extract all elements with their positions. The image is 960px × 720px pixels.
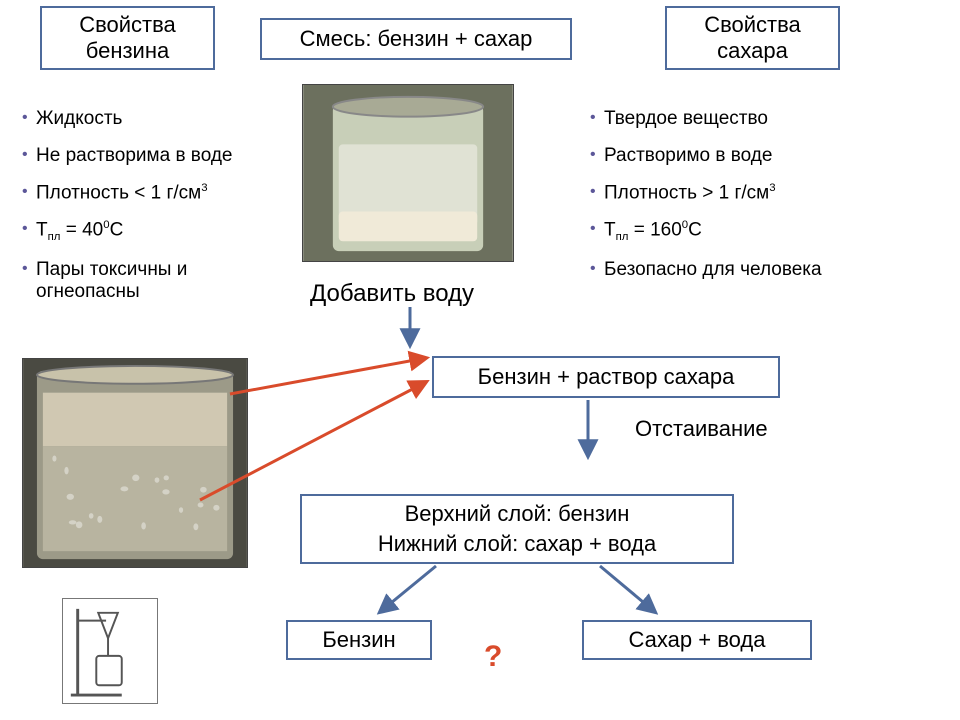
bullets-sugar: Твердое вещество Растворимо в воде Плотн…: [590, 108, 850, 295]
photo-layers-beaker: [22, 358, 248, 568]
bullet-sugar-1: Растворимо в воде: [590, 145, 850, 168]
bullet-gasoline-4: Пары токсичны и огнеопасны: [22, 259, 272, 305]
box-gasoline-sugar-solution: Бензин + раствор сахара: [432, 356, 780, 398]
question-mark: ?: [484, 640, 502, 674]
step2-line1: Верхний слой: бензин: [310, 499, 724, 529]
label-add-water: Добавить воду: [310, 280, 474, 308]
header-box-gasoline: Свойства бензина: [40, 6, 215, 70]
box-layers: Верхний слой: бензин Нижний слой: сахар …: [300, 494, 734, 564]
box-output-sugar-water: Сахар + вода: [582, 620, 812, 660]
photo-mixture-beaker: [302, 84, 514, 262]
bullet-gasoline-1: Не растворима в воде: [22, 145, 272, 168]
header-right-text: Свойства сахара: [704, 12, 801, 64]
bullets-gasoline: Жидкость Не растворима в воде Плотность …: [22, 108, 272, 318]
box-output-gasoline: Бензин: [286, 620, 432, 660]
bullet-gasoline-0: Жидкость: [22, 108, 272, 131]
bullet-sugar-4: Безопасно для человека: [590, 259, 850, 282]
bullet-gasoline-3: Тпл = 400С: [22, 219, 272, 245]
output-gasoline-text: Бензин: [322, 627, 395, 653]
bullet-gasoline-2: Плотность < 1 г/см3: [22, 182, 272, 205]
header-center-text: Смесь: бензин + сахар: [300, 26, 533, 52]
bullet-sugar-3: Тпл = 1600С: [590, 219, 850, 245]
header-box-mixture: Смесь: бензин + сахар: [260, 18, 572, 60]
label-settling: Отстаивание: [635, 416, 768, 442]
photo-apparatus-icon: [62, 598, 158, 704]
bullet-sugar-0: Твердое вещество: [590, 108, 850, 131]
output-sugar-water-text: Сахар + вода: [629, 627, 766, 653]
bullet-sugar-2: Плотность > 1 г/см3: [590, 182, 850, 205]
step2-line2: Нижний слой: сахар + вода: [310, 529, 724, 559]
step1-text: Бензин + раствор сахара: [478, 364, 735, 390]
header-box-sugar: Свойства сахара: [665, 6, 840, 70]
header-left-text: Свойства бензина: [79, 12, 176, 64]
